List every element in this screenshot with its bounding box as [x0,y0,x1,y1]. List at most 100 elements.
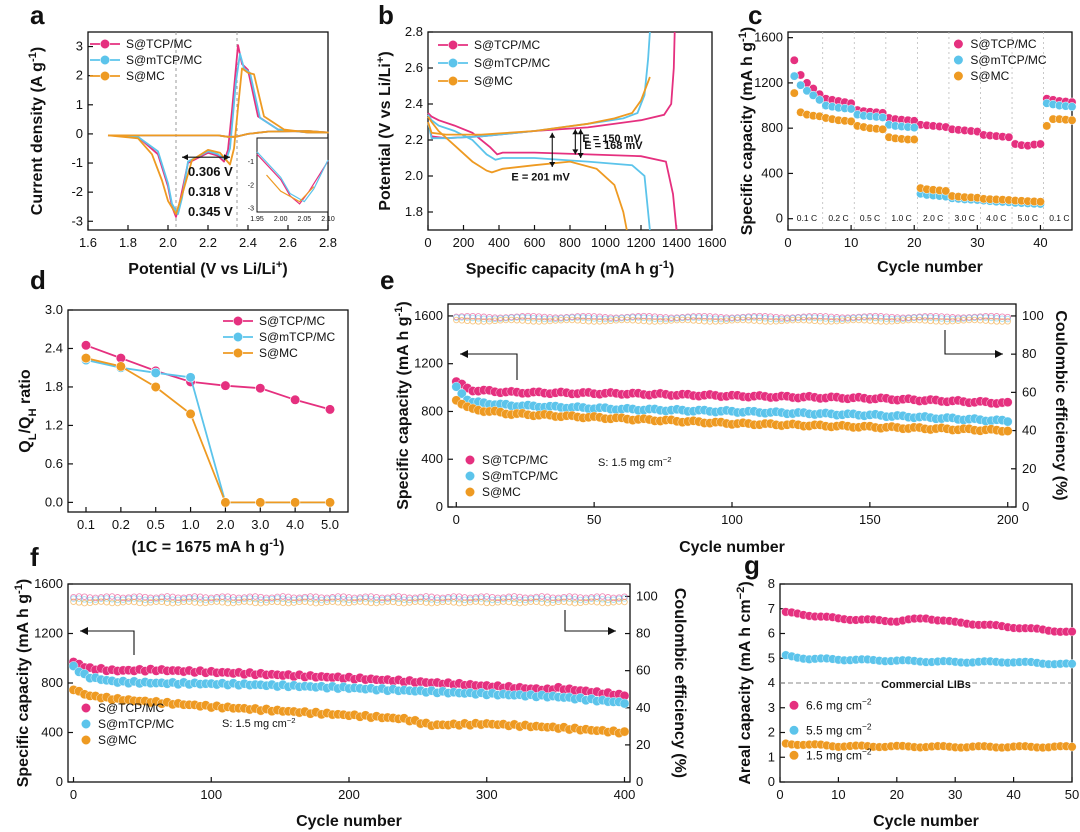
panel-letter-c: c [748,0,763,30]
e-sulfur-loading-label: S: 1.5 mg cm−2 [598,455,672,470]
f-ce-point-s-mc [455,599,463,607]
f-ce-point-s-mc [75,599,83,606]
e-y2tick-label: 0 [1022,499,1029,514]
d-xlabel: (1C = 1675 mA h g-1) [132,537,285,556]
b-legend-label-s-mtcp-mc: S@mTCP/MC [474,56,551,70]
c-point-s-mtcp-mc [808,90,818,100]
a-xlabel: Potential (V vs Li/Li+) [128,259,287,278]
e-axis-arrow [460,353,518,380]
b-xtick-label: 0 [424,235,431,250]
b-ytick-label: 2.8 [405,24,423,39]
panel-letter-d: d [30,265,46,295]
f-ce-point-s-mc [571,599,579,607]
e-capacity-point-s-mtcp-mc [456,388,467,399]
f-ce-point-s-mc [224,599,232,607]
f-xlabel: Cycle number [296,813,402,830]
f-ce-point-s-mc [621,598,628,606]
g-ytick-label: 6 [768,626,775,641]
f-sulfur-loading-label: S: 1.5 mg cm−2 [222,716,296,731]
g-legend-label-1-5-mg-cm-2: 1.5 mg cm−2 [806,746,872,762]
d-xtick-label: 1.0 [182,517,200,532]
g-ytick-label: 5 [768,650,775,665]
b-ytick-label: 1.8 [405,204,423,219]
b-arrowhead-down [577,153,584,158]
c-point-s-mtcp-mc [1067,102,1077,112]
b-xtick-label: 800 [559,235,581,250]
b-xtick-label: 1000 [591,235,620,250]
g-ytick-label: 1 [768,749,775,764]
a-inset-ytick-label: -3 [248,205,254,212]
g-xtick-label: 0 [776,787,783,802]
f-arrowhead [80,627,88,635]
f-y2label: Coulombic efficiency (%) [671,588,688,778]
a-inset-ytick-label: -1 [248,159,254,166]
e-arrowhead [995,350,1003,358]
e-ytick-label: 1600 [414,308,443,323]
g-ytick-label: 0 [768,774,775,789]
f-ce-point-s-mc [108,599,116,607]
c-legend-marker-s-mtcp-mc [953,54,964,66]
f-capacity-point-s-mtcp-mc [68,661,79,671]
d-point-s-tcp-mc [290,394,301,405]
c-xtick-label: 10 [844,235,858,250]
a-legend-marker-s-mtcp-mc [99,54,111,66]
f-ce-point-s-mc [538,599,546,606]
a-inset-curve-s-mc [266,174,315,203]
b-ylabel: Potential (V vs Li/Li+) [375,51,394,210]
d-legend-marker-s-tcp-mc [232,315,244,327]
d-point-s-tcp-mc [80,340,92,351]
d-line-s-mc [85,357,330,504]
b-ytick-label: 2.2 [405,132,423,147]
e-legend-marker-s-mc [464,486,476,498]
a-inset-curve-s-tcp-mc [256,153,329,205]
c-legend-marker-s-tcp-mc [953,38,964,50]
f-xtick-label: 200 [338,787,360,802]
d-xtick-label: 2.0 [216,517,234,532]
f-ce-point-s-mc [362,598,369,606]
d-point-s-mc [115,361,126,372]
b-xtick-label: 1600 [698,235,727,250]
d-point-s-mtcp-mc [150,367,161,378]
g-xlabel: Cycle number [873,813,979,830]
f-ce-point-s-mc [477,598,485,606]
c-point-s-mtcp-mc [796,80,806,90]
c-point-s-mtcp-mc [909,123,919,133]
e-ylabel: Specific capacity (mA h g-1) [393,301,412,510]
d-ytick-label: 0.0 [45,494,63,509]
b-annotation-e-168: E = 168 mV [584,140,643,152]
a-xtick-label: 2.4 [239,235,257,250]
f-arrowhead [608,627,616,635]
panel-letter-a: a [30,0,45,30]
b-legend-marker-s-mc [447,75,459,87]
f-ce-point-s-mc [103,598,110,606]
f-ytick-label: 0 [56,774,63,789]
c-point-s-mtcp-mc [789,71,799,81]
f-ce-point-s-mc [279,599,287,606]
a-ytick-label: -3 [71,213,83,228]
c-point-s-tcp-mc [1035,139,1045,149]
c-rate-label-0-1-c: 0.1 C [1049,213,1069,223]
e-arrowhead [460,350,468,358]
d-point-s-mc [220,497,231,508]
g-ytick-label: 2 [768,725,775,740]
g-xtick-label: 50 [1065,787,1079,802]
e-capacity-point-s-mc [1002,426,1013,436]
c-ytick-label: 800 [761,120,783,135]
d-legend-marker-s-mc [232,347,244,359]
f-ce-point-s-mc [191,599,198,606]
c-rate-label-0-5-c: 0.5 C [860,213,880,223]
g-point-6-6-mg-cm-2 [1067,627,1077,637]
e-y2tick-label: 60 [1022,384,1036,399]
c-ytick-label: 1600 [754,30,783,45]
f-xtick-label: 0 [70,787,77,802]
a-inset-frame [256,137,329,213]
g-xtick-label: 30 [948,787,962,802]
e-xtick-label: 0 [453,512,460,527]
a-inset-xtick-label: 1.95 [250,216,264,223]
c-ytick-label: 0 [776,211,783,226]
f-legend-label-s-tcp-mc: S@TCP/MC [98,701,165,715]
c-point-s-mtcp-mc [802,86,812,96]
f-ce-point-s-mc [257,599,265,607]
f-ce-point-s-mc [196,599,204,607]
g-xtick-label: 40 [1006,787,1020,802]
